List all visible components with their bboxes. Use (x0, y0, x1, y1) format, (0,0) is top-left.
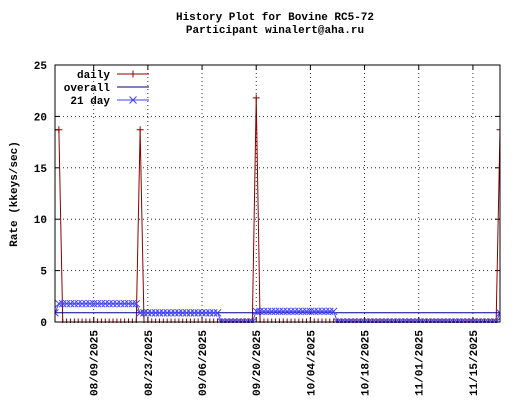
marker (496, 308, 500, 317)
marker (129, 70, 137, 78)
marker (271, 307, 280, 316)
marker (194, 308, 203, 317)
marker (267, 307, 276, 316)
marker (279, 307, 288, 316)
chart-title: History Plot for Bovine RC5-72 (176, 12, 374, 24)
marker (291, 307, 299, 316)
x-tick-label: 10/04/2025 (306, 330, 318, 396)
legend-label: overall (64, 83, 111, 95)
marker (318, 307, 326, 316)
marker (329, 307, 338, 316)
marker (101, 299, 110, 308)
marker (163, 308, 172, 317)
y-tick-label: 5 (40, 267, 47, 279)
x-tick-label: 08/23/2025 (144, 330, 156, 396)
marker (85, 299, 94, 308)
y-axis-label: Rate (kkeys/sec) (9, 141, 21, 247)
marker (70, 299, 79, 308)
marker (322, 307, 330, 316)
marker (62, 299, 71, 308)
marker (147, 308, 156, 317)
y-tick-label: 10 (34, 215, 47, 227)
x-tick-label: 11/01/2025 (415, 330, 427, 396)
marker (263, 307, 272, 316)
marker (302, 307, 311, 316)
x-tick-label: 09/06/2025 (198, 330, 210, 396)
marker (136, 126, 144, 134)
marker (496, 126, 500, 134)
marker (89, 299, 98, 308)
marker (209, 308, 218, 317)
marker (310, 307, 319, 316)
marker (55, 299, 63, 308)
marker (182, 308, 191, 317)
marker (155, 308, 164, 317)
marker (105, 299, 114, 308)
marker (171, 308, 179, 317)
marker (109, 299, 117, 308)
chart-subtitle: Participant winalert@aha.ru (186, 25, 364, 37)
marker (78, 299, 86, 308)
marker (113, 299, 121, 308)
legend-label: daily (77, 70, 110, 82)
marker (140, 308, 148, 317)
marker (205, 308, 214, 317)
marker (275, 307, 284, 316)
y-tick-label: 0 (40, 318, 47, 330)
marker (256, 307, 264, 316)
marker (120, 299, 129, 308)
legend-label: 21 day (70, 96, 110, 108)
marker (129, 96, 137, 104)
marker (93, 299, 102, 308)
marker (252, 307, 261, 316)
marker (74, 299, 83, 308)
marker (252, 94, 260, 102)
marker (213, 308, 222, 317)
marker (58, 299, 67, 308)
marker (260, 307, 268, 316)
marker (159, 308, 168, 317)
x-tick-label: 11/15/2025 (469, 330, 481, 396)
marker (294, 307, 303, 316)
y-tick-label: 20 (34, 112, 47, 124)
marker (298, 307, 307, 316)
marker (202, 308, 210, 317)
marker (124, 299, 133, 308)
y-tick-label: 15 (34, 164, 48, 176)
marker (283, 307, 292, 316)
marker (151, 308, 160, 317)
marker (55, 126, 63, 134)
marker (116, 299, 125, 308)
marker (55, 308, 59, 317)
marker (132, 299, 141, 308)
marker (97, 299, 106, 308)
marker (128, 299, 137, 308)
marker (136, 308, 144, 317)
marker (186, 308, 195, 317)
marker (190, 308, 199, 317)
y-tick-label: 25 (34, 61, 48, 73)
x-tick-label: 10/18/2025 (361, 330, 373, 396)
marker (198, 308, 206, 317)
marker (178, 308, 187, 317)
marker (306, 307, 315, 316)
marker (174, 308, 183, 317)
marker (325, 307, 334, 316)
x-tick-label: 08/09/2025 (90, 330, 102, 396)
marker (66, 299, 75, 308)
marker (167, 308, 175, 317)
marker (82, 299, 90, 308)
plot-border (54, 64, 501, 323)
x-tick-label: 09/20/2025 (252, 330, 264, 396)
marker (287, 307, 295, 316)
marker (144, 308, 152, 317)
marker (314, 307, 322, 316)
